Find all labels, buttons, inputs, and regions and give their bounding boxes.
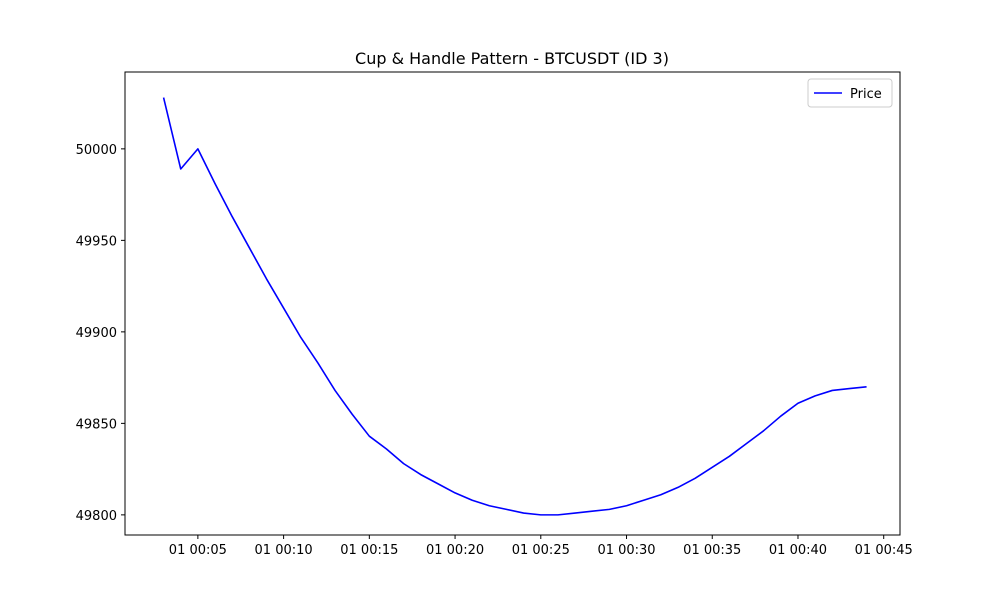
y-axis: 50000 49950 49900 49850 49800 xyxy=(76,143,125,524)
legend: Price xyxy=(807,78,893,108)
series-layer xyxy=(162,97,867,516)
x-tick-label: 01 00:05 xyxy=(169,543,227,558)
x-tick-label: 01 00:45 xyxy=(855,543,913,558)
x-tick-label: 01 00:10 xyxy=(255,543,313,558)
legend-label: Price xyxy=(850,87,882,102)
x-tick-label: 01 00:30 xyxy=(597,543,655,558)
x-tick-label: 01 00:20 xyxy=(426,543,484,558)
x-axis: 01 00:05 01 00:10 01 00:15 01 00:20 01 00:25… xyxy=(169,535,913,558)
y-tick-label: 49850 xyxy=(76,417,117,432)
x-tick-label: 01 00:25 xyxy=(512,543,570,558)
y-tick-label: 49900 xyxy=(76,326,117,341)
chart-title: Cup & Handle Pattern - BTCUSDT (ID 3) xyxy=(355,49,669,68)
x-tick-label: 01 00:35 xyxy=(683,543,741,558)
y-tick-label: 49800 xyxy=(76,509,117,524)
y-tick-label: 50000 xyxy=(76,143,117,158)
axes-frame xyxy=(124,71,901,536)
series-line-price xyxy=(162,97,867,516)
x-tick-label: 01 00:40 xyxy=(769,543,827,558)
x-tick-label: 01 00:15 xyxy=(340,543,398,558)
legend-box xyxy=(807,78,893,108)
y-tick-label: 49950 xyxy=(76,234,117,249)
